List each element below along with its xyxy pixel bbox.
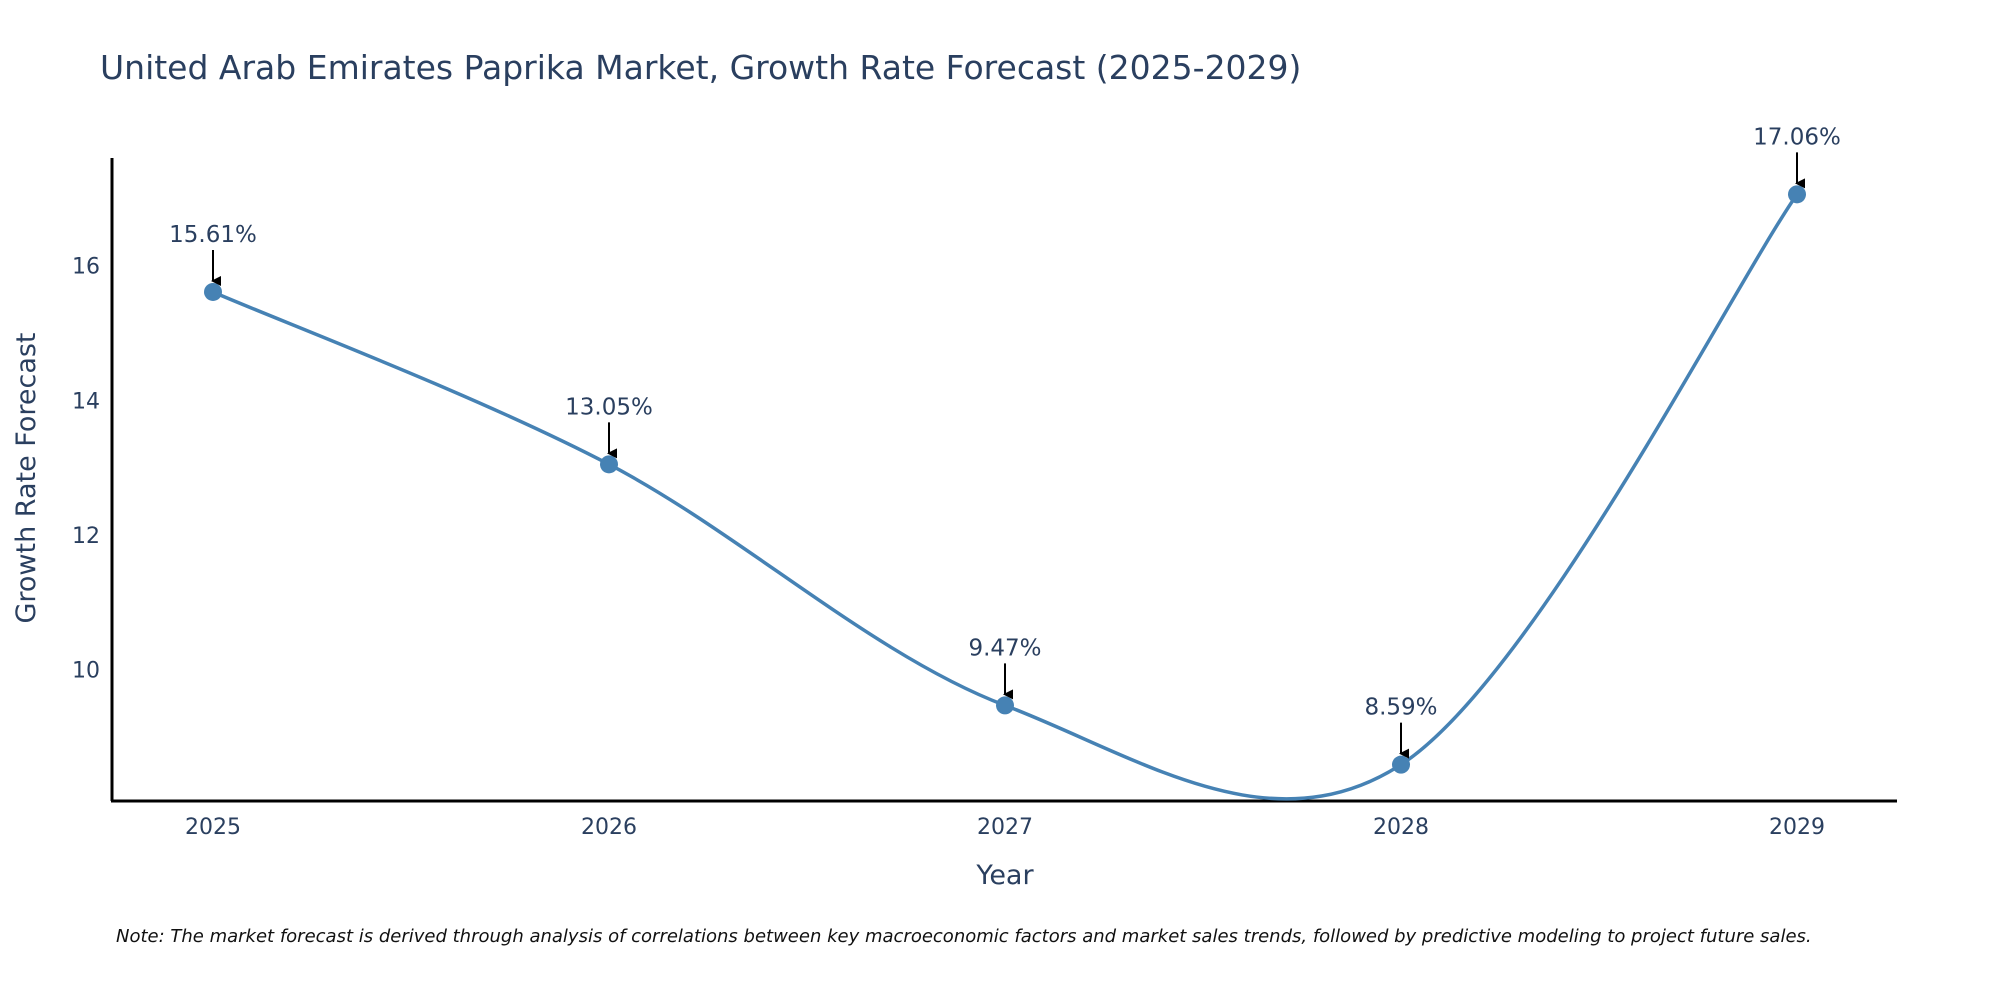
x-axis-title: Year [975,860,1034,891]
y-tick-label: 16 [72,255,100,280]
data-label: 17.06% [1753,124,1841,150]
x-tick-label: 2027 [977,815,1033,840]
data-label: 15.61% [169,222,257,248]
plot-area: 10 12 14 16 2025 2026 2027 2028 2029 15.61% 13.05%… [72,124,1897,840]
data-label: 8.59% [1364,695,1437,721]
x-tick-label: 2029 [1769,815,1825,840]
data-label: 13.05% [565,394,653,420]
y-tick-label: 10 [72,659,100,684]
y-tick-label: 12 [72,524,100,549]
data-label: 9.47% [968,635,1041,661]
data-point[interactable] [1392,755,1410,774]
data-point[interactable] [204,282,222,301]
footnote: Note: The market forecast is derived thr… [116,926,1812,947]
data-point[interactable] [996,696,1014,715]
x-tick-label: 2026 [581,815,637,840]
chart-title: United Arab Emirates Paprika Market, Gro… [100,48,1301,87]
series-line [212,193,1799,801]
y-tick-label: 14 [72,389,100,414]
data-point[interactable] [600,455,618,474]
x-tick-label: 2028 [1373,815,1429,840]
y-axis-title: Growth Rate Forecast [11,332,42,623]
data-point[interactable] [1788,185,1806,204]
x-tick-label: 2025 [185,815,241,840]
